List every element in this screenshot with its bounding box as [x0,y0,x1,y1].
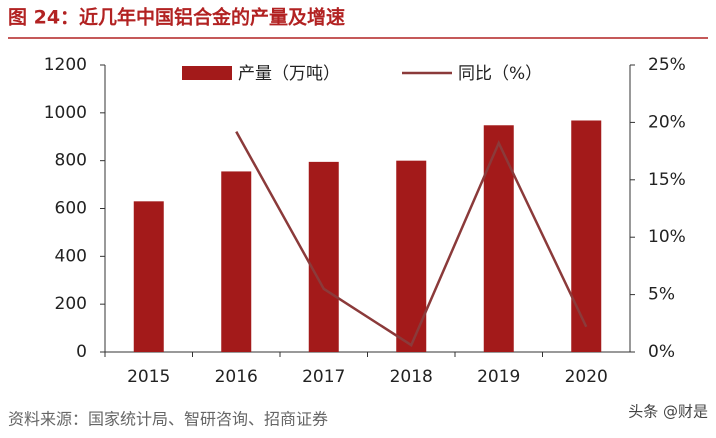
y2-tick-label: 5% [648,285,675,305]
x-tick-label: 2016 [215,367,258,387]
chart-title: 图 24：近几年中国铝合金的产量及增速 [8,6,345,29]
y-tick-label: 1200 [44,55,87,75]
y-tick-label: 1000 [44,103,87,123]
watermark: 头条 @财是 [628,403,708,421]
bar [221,171,252,352]
bar [308,161,339,352]
line [235,130,588,347]
y2-tick-label: 20% [648,112,686,132]
x-tick-label: 2015 [127,367,170,387]
x-tick-label: 2020 [565,367,608,387]
bar [133,201,164,352]
x-tick-label: 2019 [477,367,520,387]
y-tick-label: 800 [55,151,87,171]
y-tick-label: 0 [76,342,87,362]
source: 资料来源：国家统计局、智研咨询、招商证券 [8,410,328,429]
y2-tick-label: 15% [648,170,686,190]
bar [571,120,602,352]
y2-tick-label: 10% [648,227,686,247]
y2-tick-label: 25% [648,55,686,75]
bar [483,125,514,353]
x-tick-label: 2017 [302,367,345,387]
legend-label: 同比（%） [458,64,542,84]
legend-label: 产量（万吨） [238,64,340,84]
y-tick-label: 400 [55,246,87,266]
legend-swatch [182,66,232,80]
y-tick-label: 600 [55,199,87,219]
x-tick-label: 2018 [390,367,433,387]
y-tick-label: 200 [55,294,87,314]
y2-tick-label: 0% [648,342,675,362]
